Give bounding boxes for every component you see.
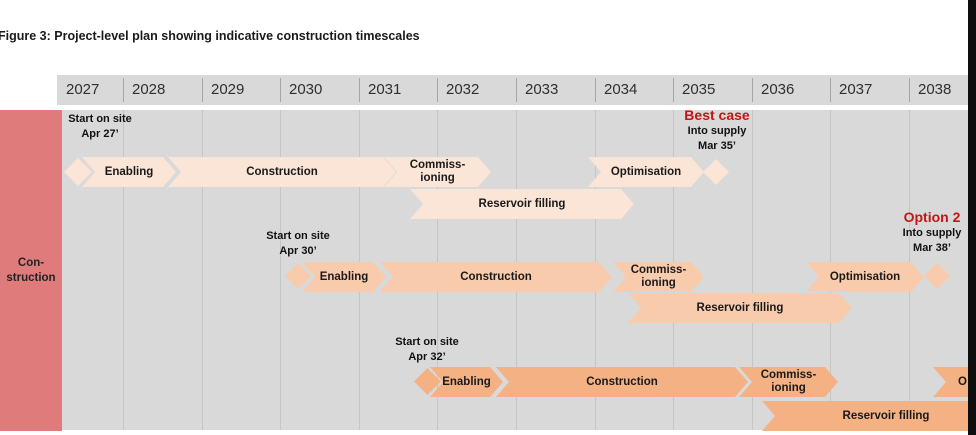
phase-bar-commissioning-row2: Commiss- ioning <box>613 262 704 292</box>
phase-bar-construction-row2: Construction <box>380 262 612 292</box>
gridline <box>123 110 124 430</box>
phase-label: Reservoir filling <box>478 197 566 210</box>
phase-label: Enabling <box>319 270 369 283</box>
phase-label: Commiss- <box>760 369 817 381</box>
phase-label: Enabling <box>104 165 154 178</box>
phase-bar-enabling-row1: Enabling <box>82 157 176 187</box>
phase-label: Enabling <box>442 375 491 388</box>
phase-bar-commissioning-row1: Commiss- ioning <box>384 157 491 187</box>
row-header-label-line1: Con- <box>17 256 45 269</box>
start-on-site-note-row1: Start on site Apr 27’ <box>40 112 160 142</box>
row-header-construction: Con- struction <box>0 110 62 431</box>
timeline-year-band <box>57 75 968 105</box>
phase-bar-construction-row3: Construction <box>496 367 748 397</box>
phase-bar-reservoir-filling-row2: Reservoir filling <box>628 293 852 323</box>
phase-label: O <box>958 375 967 388</box>
year-tick <box>830 78 831 102</box>
gridline <box>202 110 203 430</box>
year-tick <box>752 78 753 102</box>
year-label-2030: 2030 <box>289 81 323 98</box>
phase-bar-construction-row1: Construction <box>168 157 396 187</box>
row-header-label-line2: struction <box>6 271 56 284</box>
year-tick <box>595 78 596 102</box>
year-label-2029: 2029 <box>211 81 245 98</box>
start-note-line2: Apr 27’ <box>81 128 119 140</box>
year-tick <box>359 78 360 102</box>
phase-label: Commiss- <box>409 159 466 171</box>
phase-label: ioning <box>420 172 455 184</box>
year-tick <box>123 78 124 102</box>
phase-label: Reservoir filling <box>696 301 784 314</box>
gridline <box>752 110 753 430</box>
start-note-line2: Apr 30’ <box>279 245 317 257</box>
phase-bar-commissioning-row3: Commiss- ioning <box>739 367 838 397</box>
year-label-2037: 2037 <box>839 81 873 98</box>
year-label-2035: 2035 <box>682 81 716 98</box>
milestone-line1: Into supply <box>902 227 962 239</box>
phase-bar-optimisation-row1: Optimisation <box>588 157 704 187</box>
year-tick <box>202 78 203 102</box>
milestone-note-option-2: Option 2 Into supply Mar 38’ <box>870 209 976 255</box>
phase-bar-reservoir-filling-row1: Reservoir filling <box>410 189 634 219</box>
phase-bar-reservoir-filling-row3: Reservoir filling <box>762 401 976 431</box>
milestone-line2: Mar 35’ <box>698 139 736 152</box>
phase-label: Commiss- <box>630 264 687 276</box>
year-label-2031: 2031 <box>368 81 402 98</box>
milestone-note-best-case: Best case Into supply Mar 35’ <box>655 107 779 153</box>
right-edge-crop-bar <box>968 0 976 435</box>
start-note-line1: Start on site <box>68 113 132 125</box>
year-label-2032: 2032 <box>446 81 480 98</box>
phase-label: ioning <box>641 277 676 289</box>
start-note-line2: Apr 32’ <box>408 351 446 363</box>
phase-label: Construction <box>460 270 532 283</box>
year-label-2038: 2038 <box>918 81 952 98</box>
milestone-title: Option 2 <box>903 209 961 225</box>
milestone-title: Best case <box>684 107 750 123</box>
milestone-line1: Into supply <box>687 125 747 137</box>
year-label-2027: 2027 <box>66 81 100 98</box>
year-label-2033: 2033 <box>525 81 559 98</box>
phase-bar-enabling-row2: Enabling <box>302 262 386 292</box>
gridline <box>280 110 281 430</box>
milestone-line2: Mar 38’ <box>913 241 951 254</box>
year-tick <box>909 78 910 102</box>
year-tick <box>673 78 674 102</box>
start-note-line1: Start on site <box>395 336 459 348</box>
phase-bar-optimisation-row2: Optimisation <box>806 262 924 292</box>
year-label-2036: 2036 <box>761 81 795 98</box>
figure-title: Figure 3: Project-level plan showing ind… <box>0 29 420 43</box>
year-tick <box>437 78 438 102</box>
start-note-line1: Start on site <box>266 230 330 242</box>
year-label-2034: 2034 <box>604 81 638 98</box>
start-on-site-note-row2: Start on site Apr 30’ <box>238 229 358 259</box>
phase-label: Optimisation <box>829 270 901 283</box>
phase-label: Construction <box>586 375 658 388</box>
phase-label: Optimisation <box>610 165 682 178</box>
phase-label: Reservoir filling <box>842 409 930 422</box>
start-on-site-note-row3: Start on site Apr 32’ <box>367 335 487 365</box>
phase-label: Construction <box>246 165 318 178</box>
year-tick <box>280 78 281 102</box>
year-label-2028: 2028 <box>132 81 166 98</box>
phase-label: ioning <box>771 382 806 394</box>
year-tick <box>516 78 517 102</box>
